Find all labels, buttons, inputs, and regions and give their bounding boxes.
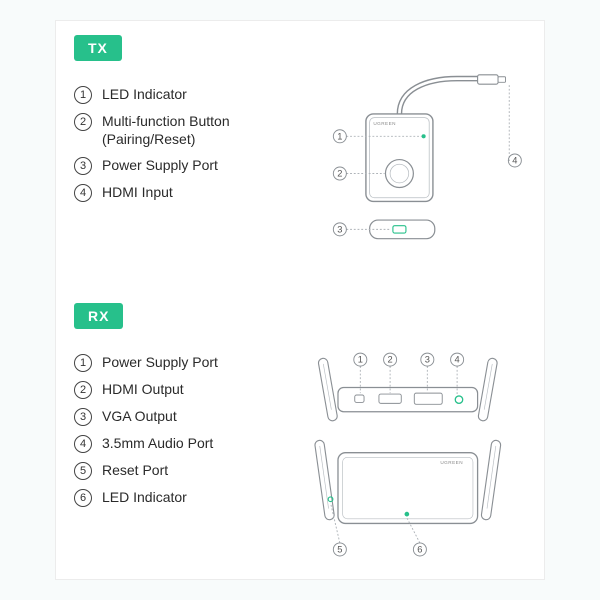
feature-label: Power Supply Port <box>102 354 218 372</box>
rx-section: RX 1 Power Supply Port 2 HDMI Output 3 VGA Ou… <box>74 303 526 569</box>
svg-text:2: 2 <box>388 354 393 364</box>
feature-item: 1 LED Indicator <box>74 86 284 104</box>
feature-item: 2 HDMI Output <box>74 381 284 399</box>
feature-item: 5 Reset Port <box>74 462 284 480</box>
svg-text:6: 6 <box>417 544 422 554</box>
feature-number: 5 <box>74 462 92 480</box>
feature-label: Multi-function Button(Pairing/Reset) <box>102 113 230 148</box>
feature-number: 3 <box>74 408 92 426</box>
feature-item: 2 Multi-function Button(Pairing/Reset) <box>74 113 284 148</box>
feature-label: Power Supply Port <box>102 157 218 175</box>
svg-text:4: 4 <box>512 155 517 165</box>
feature-item: 3 VGA Output <box>74 408 284 426</box>
tx-badge: TX <box>74 35 122 61</box>
feature-label: VGA Output <box>102 408 177 426</box>
feature-label: LED Indicator <box>102 489 187 507</box>
feature-label: LED Indicator <box>102 86 187 104</box>
feature-item: 6 LED Indicator <box>74 489 284 507</box>
feature-label: 3.5mm Audio Port <box>102 435 213 453</box>
tx-section: TX 1 LED Indicator 2 Multi-function Button(… <box>74 35 526 293</box>
feature-number: 1 <box>74 86 92 104</box>
svg-text:4: 4 <box>455 354 460 364</box>
tx-diagram: UGREEN 1 2 3 4 <box>284 73 526 255</box>
rx-feature-list: 1 Power Supply Port 2 HDMI Output 3 VGA Outpu… <box>74 341 284 516</box>
svg-text:1: 1 <box>358 354 363 364</box>
feature-item: 4 HDMI Input <box>74 184 284 202</box>
rx-badge: RX <box>74 303 123 329</box>
svg-text:2: 2 <box>337 169 342 179</box>
svg-text:UGREEN: UGREEN <box>440 459 463 464</box>
feature-number: 1 <box>74 354 92 372</box>
feature-item: 3 Power Supply Port <box>74 157 284 175</box>
feature-label: HDMI Output <box>102 381 184 399</box>
feature-item: 4 3.5mm Audio Port <box>74 435 284 453</box>
feature-number: 2 <box>74 113 92 131</box>
feature-number: 4 <box>74 435 92 453</box>
feature-number: 6 <box>74 489 92 507</box>
rx-diagram: UGREEN 1 2 3 4 5 6 <box>284 341 526 569</box>
feature-label: Reset Port <box>102 462 168 480</box>
feature-number: 2 <box>74 381 92 399</box>
feature-number: 3 <box>74 157 92 175</box>
svg-text:3: 3 <box>425 354 430 364</box>
feature-number: 4 <box>74 184 92 202</box>
tx-feature-list: 1 LED Indicator 2 Multi-function Button(Pai… <box>74 73 284 211</box>
product-spec-frame: TX 1 LED Indicator 2 Multi-function Button(… <box>55 20 545 580</box>
svg-text:UGREEN: UGREEN <box>373 121 396 126</box>
feature-label: HDMI Input <box>102 184 173 202</box>
svg-text:3: 3 <box>337 224 342 234</box>
feature-item: 1 Power Supply Port <box>74 354 284 372</box>
svg-text:1: 1 <box>337 131 342 141</box>
svg-text:5: 5 <box>337 544 342 554</box>
